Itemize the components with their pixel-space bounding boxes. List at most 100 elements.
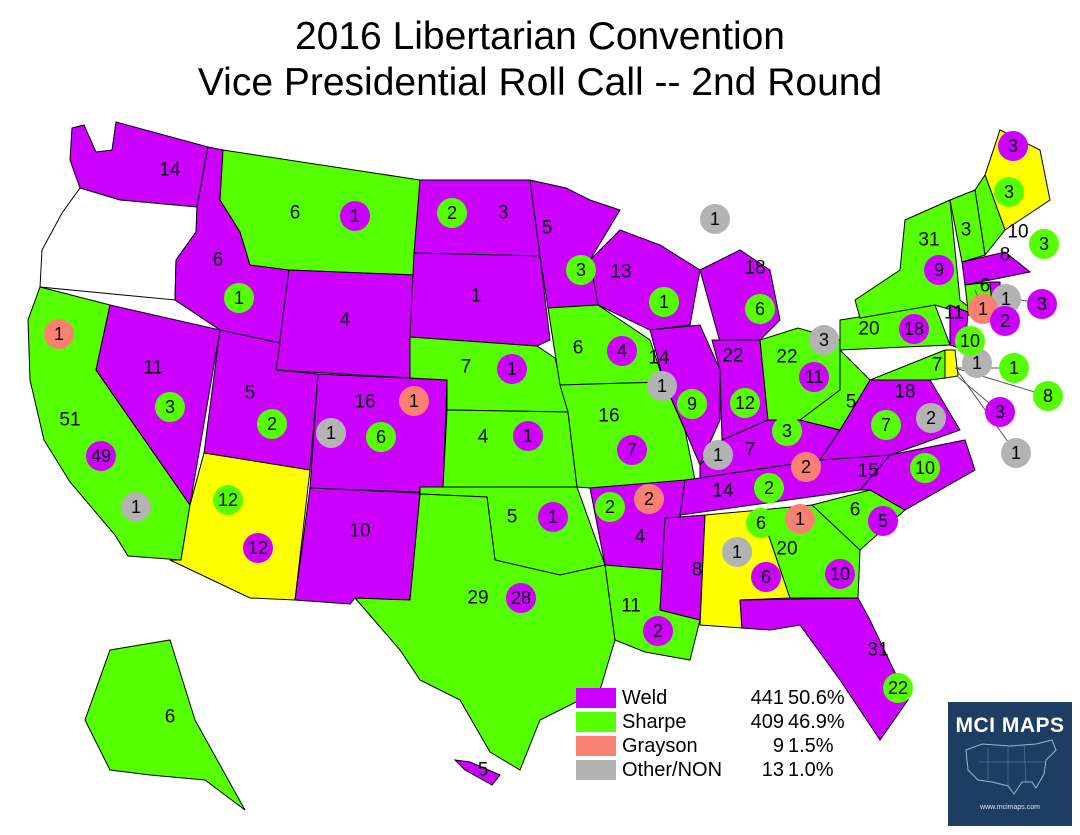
vote-badge-label: 2 (1000, 311, 1010, 331)
vote-badge-label: 1 (710, 209, 720, 229)
vote-badge-al-sharpe (746, 508, 776, 538)
legend-item-other-non: Other/NON 13 1.0% (576, 758, 876, 782)
state-ma (961, 251, 1032, 286)
vote-badge-tn-sharpe (754, 473, 784, 503)
legend-count: 9 (772, 735, 784, 757)
state-shapes (27, 121, 1051, 811)
vote-badge-label: 3 (1008, 136, 1018, 156)
vote-badge-ct-grayson (968, 294, 998, 324)
state-winner-count-vt: 3 (961, 220, 972, 241)
vote-badge-label: 2 (605, 497, 615, 517)
state-md (869, 349, 946, 381)
state-winner-count-ar: 4 (635, 527, 646, 548)
state-mi (699, 249, 781, 343)
title-line-1: 2016 Libertarian Convention (294, 15, 785, 58)
state-ak (84, 639, 246, 811)
vote-badge-label: 2 (801, 457, 811, 477)
state-winner-count-sd: 1 (471, 286, 482, 307)
vote-badge-label: 1 (978, 299, 988, 319)
vote-badge-ca-grayson (44, 319, 74, 349)
vote-badge-ks-weld (513, 421, 543, 451)
state-de (944, 349, 959, 379)
vote-badge-mn-sharpe (566, 255, 596, 285)
vote-badge-label: 12 (218, 490, 238, 510)
state-winner-count-in: 22 (722, 346, 743, 367)
state-winner-count-tn: 14 (712, 481, 734, 502)
vote-badge-label: 18 (904, 319, 924, 339)
state-winner-count-la: 11 (621, 596, 641, 617)
legend-item-weld: Weld 441 50.6% (576, 686, 876, 710)
vote-badge-label: 1 (659, 292, 669, 312)
state-winner-count-fl: 31 (867, 640, 888, 661)
vote-badge-me-weld (998, 131, 1028, 161)
vote-badge-label: 3 (782, 421, 792, 441)
map-title: 2016 Libertarian Convention Vice Preside… (0, 14, 1080, 106)
vote-badge-de-sharpe (999, 353, 1029, 383)
vote-badge-label: 1 (732, 542, 742, 562)
state-winner-count-ms: 8 (692, 560, 703, 581)
vote-badge-label: 2 (644, 489, 654, 509)
vote-badge-az-weld (243, 533, 273, 563)
vote-badge-label: 10 (960, 331, 980, 351)
vote-badge-label: 4 (617, 341, 627, 361)
state-tx (353, 493, 616, 771)
state-ks (442, 409, 578, 488)
vote-badge-id-sharpe (224, 283, 254, 313)
state-winner-count-co: 16 (354, 392, 375, 413)
us-outline-icon (965, 739, 1057, 795)
vote-badge-ga-grayson (785, 504, 815, 534)
vote-badge-label: 9 (934, 260, 944, 280)
vote-badge-az-sharpe (213, 485, 243, 515)
vote-badge-co-sharpe (366, 422, 396, 452)
state-winner-count-ca: 51 (59, 410, 80, 431)
state-winner-count-ma: 8 (1000, 245, 1011, 266)
vote-badge-label: 22 (888, 678, 908, 698)
state-winner-count-wy: 4 (340, 310, 351, 331)
vote-badge-label: 1 (713, 445, 723, 465)
state-winner-count-nm: 10 (349, 521, 370, 542)
vote-badge-label: 1 (548, 507, 558, 527)
vote-badge-label: 9 (687, 394, 697, 414)
vote-badge-ny-weld (924, 255, 954, 285)
vote-badge-label: 2 (267, 414, 277, 434)
state-winner-count-wa: 14 (159, 160, 181, 181)
legend-percent: 1.5% (788, 735, 834, 757)
state-nm (294, 487, 421, 605)
title-line-2: Vice Presidential Roll Call -- 2nd Round (197, 61, 883, 104)
state-winner-count-ak: 6 (165, 707, 176, 728)
vote-badge-tn-grayson (791, 452, 821, 482)
vote-badge-nd-sharpe (437, 198, 467, 228)
vote-badge-ga-weld (825, 559, 855, 589)
vote-badge-dc-weld (985, 397, 1015, 427)
state-winner-count-wv: 5 (846, 392, 857, 413)
vote-badge-label: 1 (1001, 289, 1011, 309)
state-ny (854, 199, 986, 321)
legend: Weld 441 50.6% Sharpe 409 46.9% Grayson 9 1.5% Ot… (576, 686, 876, 782)
state-ia (547, 304, 665, 386)
vote-badge-ky-other (703, 440, 733, 470)
state-fl (739, 597, 909, 741)
state-winner-count-ok: 5 (507, 507, 518, 528)
vote-badge-label: 6 (761, 567, 771, 587)
state-winner-count-wi: 13 (610, 262, 631, 283)
legend-count: 13 (761, 759, 784, 781)
vote-badge-label: 1 (54, 324, 64, 344)
vote-badge-label: 1 (234, 288, 244, 308)
legend-swatch (576, 712, 616, 732)
vote-badge-ma-sharpe (1029, 229, 1059, 259)
vote-badge-label: 1 (657, 376, 667, 396)
state-or (39, 187, 198, 301)
vote-badge-ky-sharpe (772, 416, 802, 446)
state-winner-count-pa: 20 (858, 319, 879, 340)
vote-badge-label: 1 (523, 426, 533, 446)
state-sd (409, 252, 551, 347)
state-winner-count-nv: 11 (143, 358, 163, 379)
vote-badge-nv-sharpe (155, 392, 185, 422)
legend-swatch (576, 736, 616, 756)
vote-badge-label: 3 (1037, 294, 1047, 314)
state-winner-count-nj: 11 (944, 303, 964, 324)
state-winner-count-mi: 18 (744, 258, 765, 279)
vote-badge-pa-weld (899, 314, 929, 344)
vote-badge-la-weld (643, 616, 673, 646)
